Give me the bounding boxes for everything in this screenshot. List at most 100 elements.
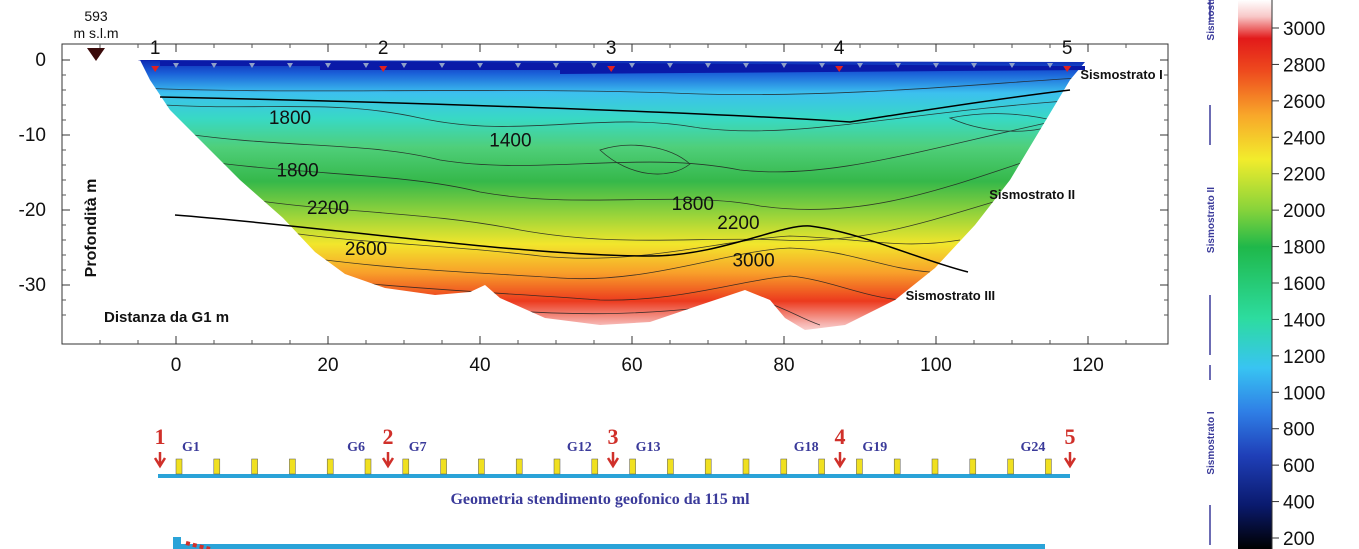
colorbar: 3000 2800 2600 2400 2200 2000 1800 1600 1400 1200… (1238, 0, 1325, 549)
x-axis-title: Distanza da G1 m (104, 309, 229, 326)
surface-geophone-icon (325, 63, 331, 68)
geophone-icon (629, 458, 636, 475)
shot-arrow-icon (606, 452, 620, 469)
geophone-label: G1 (182, 440, 200, 455)
geophone-label: G7 (409, 440, 427, 455)
colorbar-tick-label: 2400 (1283, 128, 1325, 149)
array-shot-label: 4 (835, 424, 846, 449)
shotpoint-label: 1 (150, 38, 161, 59)
geophone-icon (251, 458, 258, 475)
geophone-label: G19 (862, 440, 887, 455)
surface-geophone-icon (173, 63, 179, 68)
surface-geophone-icon (781, 63, 787, 68)
colorbar-tick-label: 2800 (1283, 55, 1325, 76)
surface-geophone-icon (553, 63, 559, 68)
geophone-markers (175, 458, 1052, 475)
surface-geophone-icon (971, 63, 977, 68)
layer-labels: Sismostrato I Sismostrato II Sismostrato I… (906, 67, 1163, 303)
contour-value-label: 1800 (269, 108, 311, 129)
surface-geophone-icon (591, 63, 597, 68)
shot-arrow-icon (153, 452, 167, 469)
colorbar-gradient (1238, 0, 1272, 549)
geophone-icon (704, 458, 712, 475)
boundary-sismostrato-I (159, 89, 1071, 123)
geophone-icon (893, 458, 901, 475)
array-caption: Geometria stendimento geofonico da 115 m… (450, 491, 750, 508)
shotpoint-label: 5 (1062, 38, 1073, 59)
geophone-icon (742, 458, 750, 475)
shotpoint-label: 4 (834, 38, 845, 59)
geophone-labels: G1 G6 G7 G12 G13 G18 G19 G24 (182, 440, 1045, 455)
geophone-icon (213, 458, 221, 475)
geophone-icon (856, 458, 863, 475)
y-tick-label: -10 (19, 125, 46, 146)
surface-geophone-icon (705, 63, 711, 68)
colorbar-tick-label: 2200 (1283, 165, 1325, 186)
geophone-icon (818, 458, 825, 475)
surface-geophone-icon (819, 63, 825, 68)
elevation-unit: m s.l.m (73, 25, 118, 41)
colorbar-tick-label: 1600 (1283, 274, 1325, 295)
shotpoint-triangle-icon (379, 66, 388, 72)
surface-geophone-icon (895, 63, 901, 68)
colorbar-tick-label: 2600 (1283, 92, 1325, 113)
geophone-icon (780, 458, 788, 475)
colorbar-tick-label: 1400 (1283, 310, 1325, 331)
colorbar-tick-label: 3000 (1283, 19, 1325, 40)
shotpoint-markers: 1 2 3 4 5 (150, 38, 1073, 72)
shotpoint-triangle-icon (607, 66, 616, 72)
x-tick-label: 100 (920, 355, 952, 376)
x-tick-label: 0 (171, 355, 182, 376)
surface-geophone-icon (401, 63, 407, 68)
shotpoint-triangle-icon (835, 66, 844, 72)
surface-geophone-icon (1009, 63, 1015, 68)
geophone-icon (667, 458, 674, 475)
geophone-icon (175, 458, 183, 475)
geophone-label: G13 (636, 440, 661, 455)
x-tick-label: 80 (773, 355, 794, 376)
colorbar-tick-label: 200 (1283, 529, 1315, 549)
contour-value-label: 1800 (672, 194, 714, 215)
layer-label: Sismostrato III (906, 288, 996, 303)
array-shot-label: 1 (155, 424, 166, 449)
geophone-array: G1 G6 G7 G12 G13 G18 G19 G24 1 2 3 4 5 Geometria st… (153, 424, 1077, 549)
x-tick-label: 60 (621, 355, 642, 376)
geophone-icon (440, 458, 447, 475)
shotpoint-triangle-icon (151, 66, 160, 72)
surface-geophone-icon (439, 63, 445, 68)
array-shot-label: 2 (383, 424, 394, 449)
surface-geophone-icon (857, 63, 863, 68)
shotpoint-triangle-icon (1063, 66, 1072, 72)
contour-value-label: 2600 (345, 239, 387, 260)
geophone-icon (402, 458, 410, 475)
contour-value-label: 3000 (732, 250, 774, 271)
y-tick-label: 0 (35, 50, 46, 71)
shotpoint-label: 2 (378, 38, 389, 59)
surface-geophone-icon (515, 63, 521, 68)
surface-geophone-icon (363, 63, 369, 68)
colorbar-tick-label: 600 (1283, 456, 1315, 477)
elevation-value: 593 (84, 8, 108, 24)
y-axis: 0 -10 -20 -30 (19, 50, 1168, 316)
shot-arrow-icon (1063, 452, 1077, 469)
plot-frame (61, 43, 1169, 345)
colorbar-ticks: 3000 2800 2600 2400 2200 2000 1800 1600 1400 1200… (1272, 19, 1325, 549)
surface-geophone-icon (629, 63, 635, 68)
geophone-label: G12 (567, 440, 592, 455)
colorbar-tick-label: 1000 (1283, 383, 1325, 404)
x-tick-label: 120 (1072, 355, 1104, 376)
scale-bar-end (173, 537, 181, 549)
colorbar-tick-label: 800 (1283, 420, 1315, 441)
geophone-icon (1045, 458, 1052, 475)
geophone-label: G24 (1021, 440, 1046, 455)
y-tick-label: -20 (19, 200, 46, 221)
array-shot-label: 3 (608, 424, 619, 449)
contour-value-label: 2200 (717, 213, 759, 234)
layer-label: Sismostrato II (989, 187, 1075, 202)
surface-geophone-icon (743, 63, 749, 68)
geophone-icon (1007, 458, 1014, 475)
geophone-icon (931, 458, 939, 475)
surface-geophone-icon (667, 63, 673, 68)
geophone-label: G6 (347, 440, 365, 455)
